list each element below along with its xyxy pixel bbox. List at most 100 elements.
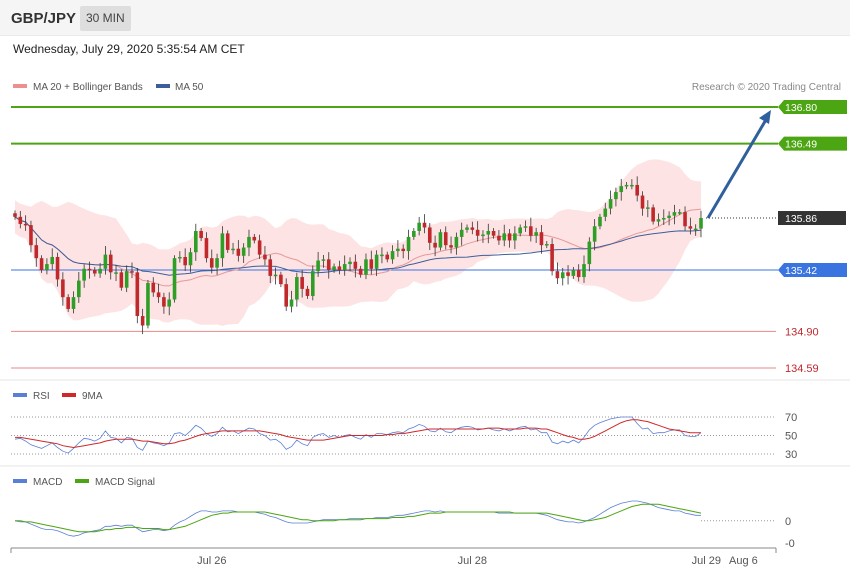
candle — [677, 209, 682, 216]
macd-signal-line — [15, 503, 702, 533]
candle-body — [34, 245, 39, 259]
candle — [39, 255, 44, 273]
candle-body — [693, 228, 698, 231]
candle — [481, 230, 485, 243]
candle — [321, 254, 326, 268]
candle — [693, 224, 698, 236]
legend-label-rsi: RSI — [33, 391, 50, 402]
x-tick-label: Aug 6 — [729, 555, 758, 567]
candle-body — [507, 233, 512, 241]
candle-body — [289, 299, 294, 307]
candle — [417, 216, 421, 236]
candle — [369, 250, 374, 275]
candle — [619, 178, 624, 201]
legend-label-ma20: MA 20 + Bollinger Bands — [33, 82, 143, 93]
candle-body — [619, 186, 624, 193]
rsi-ma-line — [15, 419, 701, 449]
macd-panel: 0 -0 — [14, 500, 795, 550]
level-135-42-tag — [778, 262, 847, 277]
candle — [502, 224, 507, 247]
candle-body — [183, 256, 187, 266]
candle — [342, 255, 347, 276]
candle-body — [380, 254, 384, 257]
candle-body — [358, 268, 363, 275]
candle-body — [502, 233, 507, 241]
candle-body — [162, 297, 166, 307]
candle-body — [534, 232, 538, 236]
candle — [614, 187, 618, 207]
candle-body — [497, 235, 501, 241]
candle-body — [364, 259, 368, 275]
candle — [295, 272, 299, 307]
candle-body — [39, 258, 44, 270]
candle-body — [119, 272, 124, 288]
candle-body — [390, 251, 395, 260]
research-credit: Research © 2020 Trading Central — [692, 82, 841, 93]
candle — [374, 250, 379, 277]
candle — [332, 263, 336, 273]
candle-body — [199, 231, 203, 239]
price-levels: 136.80 136.49 135.86 135.42 134.90 134.59 — [11, 100, 847, 375]
candle-body — [231, 248, 235, 251]
candle — [92, 267, 97, 277]
candle-body — [661, 218, 666, 220]
candle — [667, 211, 671, 226]
level-135-86-label: 135.86 — [785, 213, 817, 225]
legend-label-macd: MACD — [33, 477, 62, 488]
candle — [401, 244, 406, 259]
level-134-90-label: 134.90 — [785, 326, 819, 338]
candle-body — [438, 232, 443, 248]
candle — [406, 229, 411, 260]
candle — [263, 246, 267, 266]
timeframe-button[interactable]: 30 MIN — [80, 6, 131, 31]
candle-body — [13, 213, 17, 217]
candle — [252, 233, 257, 244]
candle-body — [348, 261, 352, 265]
candle-body — [396, 248, 400, 252]
candle — [497, 229, 501, 245]
candle-body — [29, 225, 33, 246]
projection-arrow-shaft — [706, 117, 769, 219]
candle — [209, 249, 214, 274]
candle-body — [523, 226, 528, 228]
candle — [167, 292, 172, 316]
legend-label-macd-signal: MACD Signal — [95, 477, 155, 488]
candle — [385, 251, 390, 263]
candle-body — [23, 223, 28, 226]
candle-body — [82, 268, 86, 281]
candle — [555, 262, 560, 285]
level-136-49-tag — [778, 136, 847, 151]
candle — [66, 294, 70, 312]
candle — [130, 262, 134, 279]
candle-body — [310, 271, 315, 296]
candle — [630, 179, 634, 190]
candle — [146, 280, 150, 329]
candle-body — [587, 241, 592, 265]
candle-body — [316, 260, 320, 272]
candle-body — [188, 252, 193, 266]
candle-body — [640, 195, 645, 209]
candle — [624, 181, 629, 190]
candle — [247, 229, 251, 257]
candle-body — [326, 259, 331, 270]
candle-body — [614, 192, 618, 200]
candle-body — [571, 269, 576, 276]
candle-body — [236, 248, 241, 256]
candle — [491, 228, 496, 239]
candle-body — [252, 236, 257, 241]
candle — [268, 254, 273, 284]
candle — [257, 234, 262, 259]
candle-body — [92, 269, 97, 274]
candle — [273, 267, 278, 285]
candle-body — [103, 254, 108, 269]
candle — [172, 255, 177, 303]
candle-body — [18, 216, 23, 224]
candle-body — [550, 243, 554, 272]
candle-body — [518, 227, 522, 234]
candle — [518, 224, 522, 237]
candle — [635, 176, 639, 202]
candle — [151, 277, 156, 297]
candle — [640, 191, 645, 216]
candle-body — [295, 277, 299, 300]
candle-body — [284, 284, 289, 307]
